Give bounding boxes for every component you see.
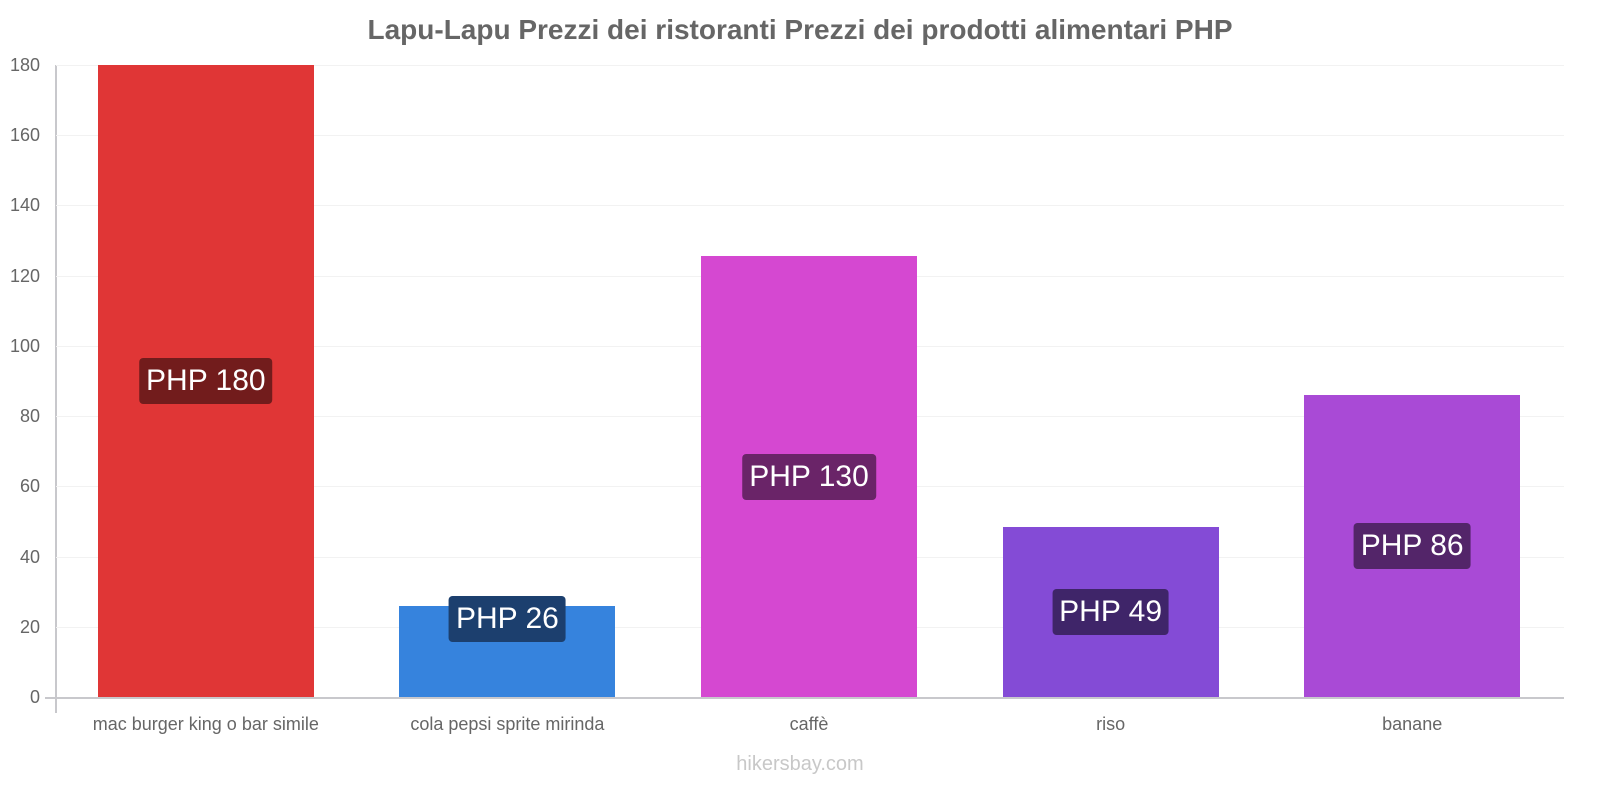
- y-axis-line: [55, 65, 57, 713]
- bar-value-label: PHP 180: [139, 358, 273, 404]
- x-tick-label: riso: [1096, 714, 1126, 734]
- y-tick-label: 120: [9, 265, 40, 286]
- x-tick-label: mac burger king o bar simile: [92, 714, 319, 734]
- y-tick-label: 20: [19, 616, 40, 637]
- y-tick-label: 180: [9, 55, 40, 75]
- y-tick-label: 100: [9, 335, 40, 356]
- y-tick-label: 160: [9, 125, 40, 146]
- bar-value-label: PHP 49: [1052, 589, 1170, 636]
- x-tick-label: caffè: [789, 714, 829, 734]
- bar-value-label: PHP 26: [448, 595, 566, 642]
- y-tick-label: 0: [29, 687, 40, 707]
- chart-title: Lapu-Lapu Prezzi dei ristoranti Prezzi d…: [367, 14, 1233, 45]
- bar-value-label: PHP 86: [1353, 523, 1471, 570]
- y-tick-label: 40: [19, 546, 40, 567]
- watermark: hikersbay.com: [736, 753, 864, 775]
- bar-value-label: PHP 130: [742, 453, 876, 500]
- x-tick-label: cola pepsi sprite mirinda: [410, 714, 605, 734]
- y-tick-label: 60: [19, 476, 40, 497]
- y-tick-label: 80: [19, 406, 40, 427]
- y-tick-label: 140: [9, 195, 40, 216]
- gridline: [56, 135, 1564, 137]
- gridline: [56, 65, 1564, 66]
- gridline: [56, 205, 1564, 207]
- x-axis-line: [45, 697, 1564, 699]
- x-tick-label: banane: [1382, 714, 1443, 734]
